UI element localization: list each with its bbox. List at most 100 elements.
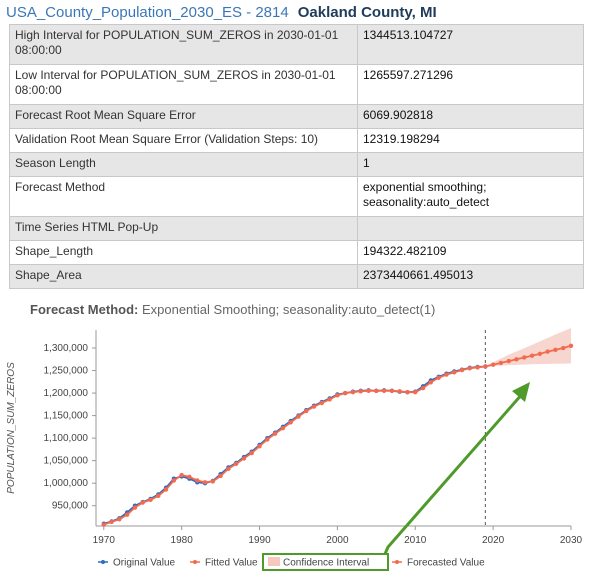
attribute-row: Validation Root Mean Square Error (Valid… xyxy=(9,128,584,153)
fitted-value-point xyxy=(451,370,457,375)
fitted-value-point xyxy=(233,461,239,467)
forecasted-value-point xyxy=(483,364,488,369)
legend-marker xyxy=(101,560,105,564)
attribute-key: Low Interval for POPULATION_SUM_ZEROS in… xyxy=(9,64,358,105)
y-tick-label: 1,150,000 xyxy=(44,411,89,422)
legend-label: Forecasted Value xyxy=(407,558,485,569)
forecasted-value-point xyxy=(522,355,527,360)
fitted-value-point xyxy=(342,390,348,396)
x-tick-label: 1980 xyxy=(171,535,194,546)
fitted-value-point xyxy=(132,505,138,510)
fitted-value-point xyxy=(210,479,216,484)
fitted-value-point xyxy=(335,393,340,398)
attribute-value: exponential smoothing; seasonality:auto_… xyxy=(357,176,584,217)
annotation-arrowhead xyxy=(512,382,530,402)
layer-name-link[interactable]: USA_County_Population_2030_ES - 2814 xyxy=(6,3,289,21)
fitted-value-point xyxy=(171,478,177,483)
annotation-arrow xyxy=(383,392,525,555)
fitted-value-point xyxy=(366,388,371,394)
attribute-row: Season Length 1 xyxy=(9,152,584,177)
attribute-key: Forecast Method xyxy=(9,176,358,217)
fitted-value-point xyxy=(202,480,208,485)
y-tick-label: 950,000 xyxy=(52,501,89,512)
fitted-value-point xyxy=(195,478,200,483)
fitted-value-point xyxy=(140,500,145,505)
chart-title: Forecast Method: Exponential Smoothing; … xyxy=(30,302,435,317)
attribute-value: 6069.902818 xyxy=(357,104,584,129)
attribute-row: Low Interval for POPULATION_SUM_ZEROS in… xyxy=(9,64,584,105)
fitted-value-point xyxy=(257,444,262,449)
attribute-key: Time Series HTML Pop-Up xyxy=(9,216,358,241)
attribute-row: Time Series HTML Pop-Up xyxy=(9,216,584,241)
attribute-value: 2373440661.495013 xyxy=(357,264,584,289)
fitted-value-point xyxy=(389,388,395,394)
attribute-value: 1344513.104727 xyxy=(357,24,584,65)
attribute-value: 1 xyxy=(357,152,584,177)
fitted-value-point xyxy=(436,375,441,380)
y-axis-title: POPULATION_SUM_ZEROS xyxy=(6,362,17,494)
y-tick-label: 1,200,000 xyxy=(44,388,89,399)
fitted-value-point xyxy=(459,367,465,373)
fitted-value-point xyxy=(156,493,161,499)
attribute-row: Forecast Root Mean Square Error 6069.902… xyxy=(9,104,584,129)
fitted-value-point xyxy=(124,512,130,517)
attribute-row: High Interval for POPULATION_SUM_ZEROS i… xyxy=(9,24,584,65)
fitted-value-point xyxy=(249,450,254,456)
chart-title-text: Exponential Smoothing; seasonality:auto_… xyxy=(141,302,436,317)
y-tick-label: 1,100,000 xyxy=(44,433,89,444)
forecasted-value-point xyxy=(514,357,519,362)
forecasted-value-point xyxy=(568,343,574,348)
x-tick-label: 1970 xyxy=(93,535,116,546)
y-tick-label: 1,050,000 xyxy=(44,456,89,467)
attribute-table: High Interval for POPULATION_SUM_ZEROS i… xyxy=(9,24,584,289)
fitted-value-point xyxy=(327,397,332,402)
fitted-value-point xyxy=(288,420,293,425)
legend-label: Fitted Value xyxy=(205,558,258,569)
forecast-chart: 950,000 1,000,000 1,050,000 1,100,000 1,150,… xyxy=(6,327,583,571)
x-tick-label: 2010 xyxy=(404,535,427,546)
x-tick-label: 2000 xyxy=(326,535,349,546)
forecasted-value-point xyxy=(529,353,535,358)
popup-header: USA_County_Population_2030_ES - 2814 Oak… xyxy=(0,0,599,24)
fitted-value-point xyxy=(358,389,363,394)
attribute-row: Shape_Area 2373440661.495013 xyxy=(9,264,584,289)
legend-highlight-box xyxy=(262,553,389,571)
feature-title: Oakland County, MI xyxy=(297,3,437,21)
y-tick-label: 1,000,000 xyxy=(44,478,89,489)
fitted-value-point xyxy=(311,404,317,409)
forecasted-value-point xyxy=(498,360,504,366)
attribute-key: Shape_Area xyxy=(9,264,358,289)
y-tick-label: 1,250,000 xyxy=(44,366,89,377)
attribute-key: Season Length xyxy=(9,152,358,177)
fitted-value-point xyxy=(319,400,325,406)
fitted-value-point xyxy=(218,473,223,479)
fitted-value-point xyxy=(374,388,379,394)
y-tick-label: 1,300,000 xyxy=(44,343,89,354)
fitted-value-point xyxy=(265,437,270,442)
legend-label: Original Value xyxy=(113,558,176,569)
fitted-value-point xyxy=(241,456,247,461)
fitted-value-point xyxy=(413,389,418,395)
attribute-value: 12319.198294 xyxy=(357,128,584,153)
fitted-value-point xyxy=(405,389,410,395)
legend-marker xyxy=(193,560,197,564)
forecasted-value-point xyxy=(506,358,511,364)
legend-swatch xyxy=(268,557,280,566)
fitted-value-point xyxy=(101,522,106,527)
x-tick-label: 1990 xyxy=(248,535,271,546)
confidence-interval-band xyxy=(485,327,571,367)
legend-marker xyxy=(395,560,399,564)
fitted-value-point xyxy=(280,426,286,431)
fitted-value-point xyxy=(148,497,153,503)
fitted-value-point xyxy=(428,380,434,385)
fitted-value-point xyxy=(163,487,169,492)
attribute-key: High Interval for POPULATION_SUM_ZEROS i… xyxy=(9,24,358,65)
fitted-value-point xyxy=(381,388,387,394)
attribute-value: 194322.482109 xyxy=(357,240,584,265)
forecasted-value-point xyxy=(553,347,558,353)
x-tick-label: 2030 xyxy=(560,535,583,546)
fitted-value-point xyxy=(350,389,356,395)
chart-title-label: Forecast Method: xyxy=(30,302,139,317)
fitted-value-point xyxy=(475,365,480,370)
fitted-value-point xyxy=(467,366,472,371)
